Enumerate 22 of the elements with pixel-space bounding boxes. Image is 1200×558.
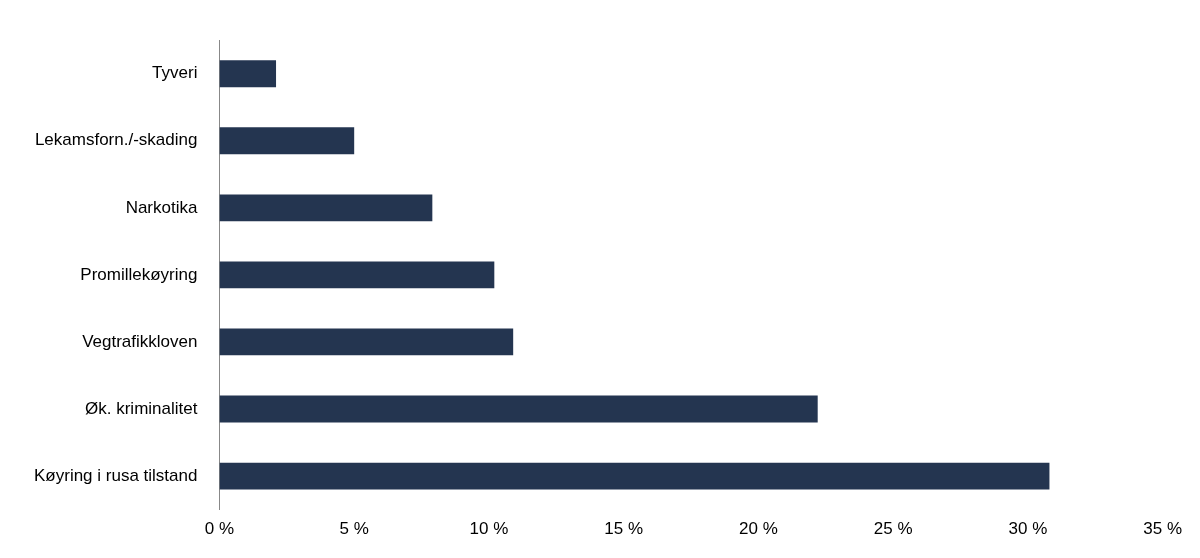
- y-tick-label: Køyring i rusa tilstand: [34, 465, 198, 485]
- y-tick-label: Promillekøyring: [80, 264, 198, 284]
- x-tick-label: 20 %: [739, 519, 778, 539]
- bar: [219, 127, 355, 155]
- x-tick-label: 15 %: [604, 519, 644, 539]
- bar: [219, 60, 277, 88]
- y-tick-label: Lekamsforn./-skading: [34, 130, 198, 150]
- bar: [219, 462, 1050, 490]
- x-tick-label: 25 %: [873, 519, 913, 539]
- y-tick-label: Øk. kriminalitet: [85, 398, 198, 418]
- x-tick-label: 0 %: [204, 519, 235, 539]
- bar: [219, 261, 495, 289]
- x-tick-label: 30 %: [1008, 519, 1048, 539]
- bar: [219, 194, 433, 222]
- bar: [219, 328, 514, 356]
- y-tick-label: Tyveri: [152, 63, 198, 83]
- y-tick-label: Vegtrafikkloven: [82, 331, 198, 351]
- y-tick-label: Narkotika: [125, 197, 198, 217]
- x-tick-label: 5 %: [339, 519, 369, 539]
- x-tick-label: 10 %: [469, 519, 509, 539]
- x-tick-label: 35 %: [1143, 519, 1182, 539]
- bar: [219, 395, 818, 423]
